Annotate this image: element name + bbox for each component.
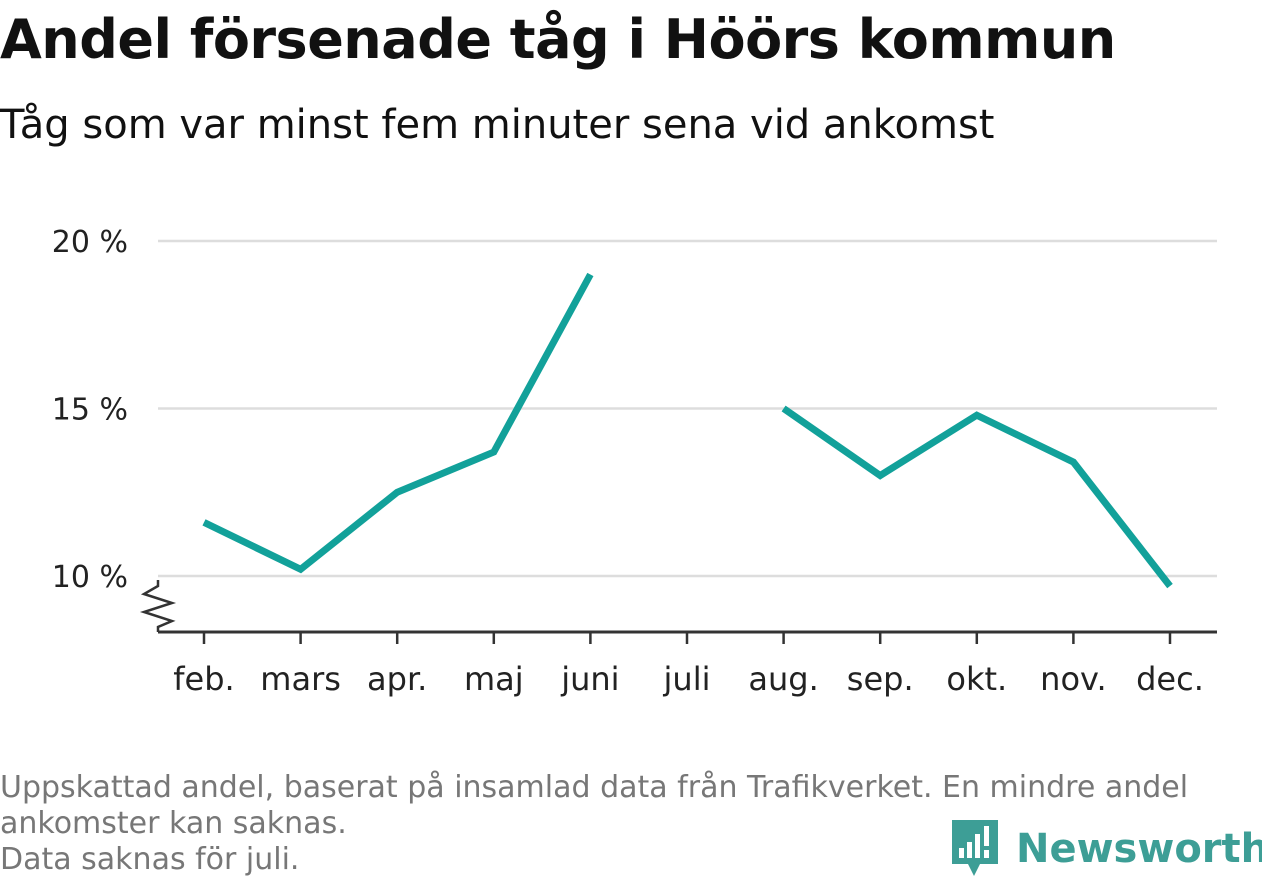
x-tick-label: juli [663, 660, 711, 698]
y-tick-label: 15 % [52, 393, 128, 428]
x-tick-label: aug. [748, 660, 818, 698]
brand-name: Newsworthy [1016, 826, 1262, 872]
x-tick-label: okt. [946, 660, 1007, 698]
x-tick-label: dec. [1136, 660, 1204, 698]
x-tick-label: juni [560, 660, 619, 698]
x-tick-label: nov. [1040, 660, 1106, 698]
x-tick-label: mars [260, 660, 341, 698]
footnote-line: Uppskattad andel, baserat på insamlad da… [0, 770, 1262, 806]
y-tick-label: 10 % [52, 560, 128, 595]
x-tick-label: maj [464, 660, 524, 698]
series-line [784, 409, 1170, 587]
newsworthy-logo-icon [950, 818, 1000, 880]
x-tick-label: apr. [367, 660, 427, 698]
y-tick-label: 20 % [52, 225, 128, 260]
series-line [204, 275, 590, 570]
brand-logo: Newsworthy [950, 818, 1262, 880]
x-tick-label: sep. [847, 660, 914, 698]
x-tick-label: feb. [173, 660, 234, 698]
y-axis-break-icon [144, 580, 172, 632]
